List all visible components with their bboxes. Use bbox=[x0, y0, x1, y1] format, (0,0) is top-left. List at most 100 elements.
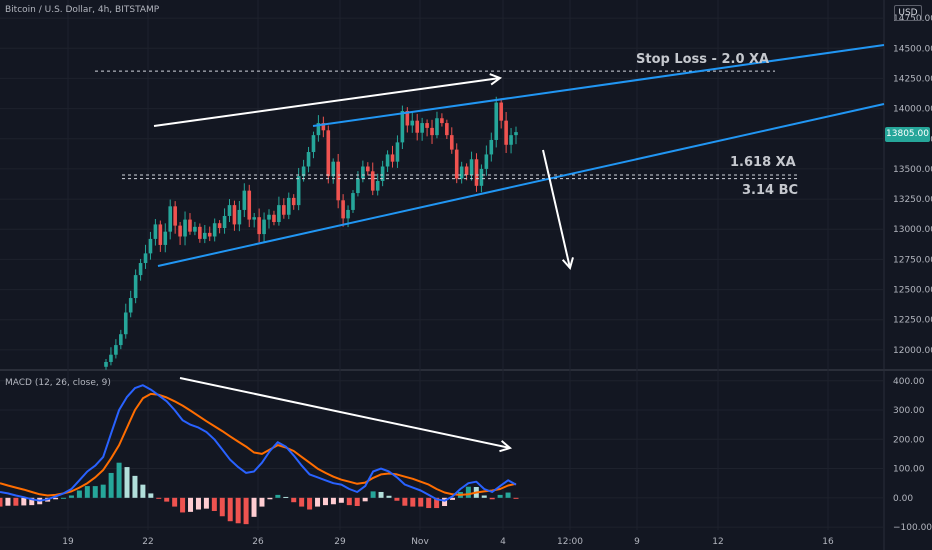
macd-histogram-bar bbox=[243, 497, 249, 525]
candle-body bbox=[217, 223, 222, 229]
macd-histogram-bar bbox=[61, 497, 67, 499]
macd-histogram-bar bbox=[13, 497, 19, 506]
macd-histogram-bar bbox=[497, 494, 503, 498]
candle-body bbox=[301, 166, 306, 177]
channel-upper-line bbox=[312, 44, 885, 127]
candle-body bbox=[153, 224, 158, 239]
macd-tick-label: −100.00 bbox=[893, 523, 932, 533]
macd-histogram-bar bbox=[21, 497, 27, 506]
candle-body bbox=[252, 217, 256, 220]
candle-body bbox=[479, 168, 484, 186]
candle-body bbox=[459, 166, 464, 179]
candle-body bbox=[148, 238, 153, 254]
macd-line bbox=[0, 384, 517, 502]
macd-tick-label: 400.00 bbox=[893, 377, 925, 387]
currency-button[interactable]: USD bbox=[894, 5, 922, 21]
y-tick-label: 14000.00 bbox=[893, 105, 932, 115]
macd-histogram-bar bbox=[299, 497, 305, 507]
macd-histogram-bar bbox=[330, 497, 336, 505]
macd-histogram-bar bbox=[84, 486, 90, 498]
x-tick-label: 9 bbox=[634, 537, 640, 547]
candle-body bbox=[296, 176, 301, 206]
macd-histogram-bar bbox=[402, 497, 408, 506]
candle-body bbox=[212, 223, 217, 237]
candle-body bbox=[494, 102, 499, 140]
macd-histogram-bar bbox=[53, 497, 59, 500]
candle-body bbox=[474, 159, 479, 186]
candle-body bbox=[138, 263, 143, 276]
macd-histogram-bar bbox=[378, 491, 384, 498]
macd-histogram-bar bbox=[156, 497, 162, 499]
macd-histogram-bar bbox=[267, 497, 273, 500]
candle-body bbox=[420, 123, 424, 133]
macd-histogram-bar bbox=[418, 497, 424, 507]
macd-histogram-bar bbox=[211, 497, 217, 511]
y-tick-label: 14750.00 bbox=[893, 14, 932, 24]
x-tick-label: 16 bbox=[822, 537, 834, 547]
macd-histogram-bar bbox=[394, 497, 400, 501]
x-tick-label: 26 bbox=[252, 537, 264, 547]
y-tick-label: 13000.00 bbox=[893, 225, 932, 235]
candle-body bbox=[168, 206, 173, 232]
macd-histogram-bar bbox=[489, 497, 495, 500]
y-tick-label: 12750.00 bbox=[893, 255, 932, 265]
stop-loss-label: Stop Loss - 2.0 XA bbox=[636, 52, 770, 67]
macd-histogram-bar bbox=[68, 495, 74, 498]
candle-body bbox=[464, 166, 469, 175]
macd-histogram-bar bbox=[108, 472, 114, 498]
candle-body bbox=[366, 166, 370, 172]
candle-body bbox=[222, 215, 227, 229]
candle-body bbox=[375, 180, 380, 191]
macd-histogram-bar bbox=[132, 475, 138, 498]
macd-histogram-bar bbox=[434, 497, 440, 509]
macd-histogram-bar bbox=[172, 497, 178, 507]
candle-body bbox=[242, 190, 247, 210]
candle-body bbox=[193, 226, 197, 232]
candle-body bbox=[282, 205, 286, 215]
y-tick-label: 12500.00 bbox=[893, 286, 932, 296]
candle-body bbox=[361, 166, 365, 179]
candle-body bbox=[321, 123, 326, 131]
macd-tick-label: 100.00 bbox=[893, 465, 925, 475]
candle-body bbox=[188, 219, 192, 232]
candle-body bbox=[163, 231, 168, 245]
macd-histogram-bar bbox=[140, 484, 146, 498]
candle-body bbox=[430, 127, 434, 136]
macd-histogram-bar bbox=[275, 494, 281, 498]
price-trend-arrow-head bbox=[489, 73, 503, 86]
candle-body bbox=[207, 232, 212, 237]
x-tick-label: 19 bbox=[62, 537, 74, 547]
macd-histogram-bar bbox=[235, 497, 241, 524]
macd-histogram-bar bbox=[338, 497, 344, 503]
candle-body bbox=[272, 214, 276, 223]
price-trend-arrow bbox=[153, 77, 501, 127]
candle-body bbox=[385, 154, 390, 167]
macd-histogram-bar bbox=[5, 497, 11, 506]
fib-bc-label: 3.14 BC bbox=[742, 183, 799, 198]
candle-body bbox=[425, 123, 429, 128]
macd-histogram-bar bbox=[180, 497, 186, 513]
candle-body bbox=[469, 159, 474, 175]
candle-body bbox=[326, 130, 331, 177]
candle-body bbox=[499, 102, 503, 121]
candle-body bbox=[183, 219, 187, 237]
candle-body bbox=[262, 219, 266, 235]
candle-body bbox=[514, 132, 518, 136]
macd-histogram-bar bbox=[124, 467, 130, 498]
candle-body bbox=[104, 361, 108, 367]
candle-body bbox=[316, 123, 321, 136]
candle-body bbox=[158, 224, 163, 245]
macd-histogram-bar bbox=[0, 497, 3, 507]
macd-histogram-bar bbox=[354, 497, 360, 507]
candle-body bbox=[435, 118, 439, 136]
chart-title: Bitcoin / U.S. Dollar, 4h, BITSTAMP bbox=[5, 5, 160, 15]
candle-body bbox=[133, 275, 138, 299]
macd-histogram-bar bbox=[203, 497, 209, 509]
macd-title: MACD (12, 26, close, 9) bbox=[5, 378, 111, 388]
projection-arrow bbox=[542, 149, 571, 269]
candle-body bbox=[415, 120, 420, 133]
candle-body bbox=[128, 298, 133, 313]
macd-signal-line bbox=[0, 392, 517, 497]
macd-trend-arrow bbox=[179, 377, 511, 449]
